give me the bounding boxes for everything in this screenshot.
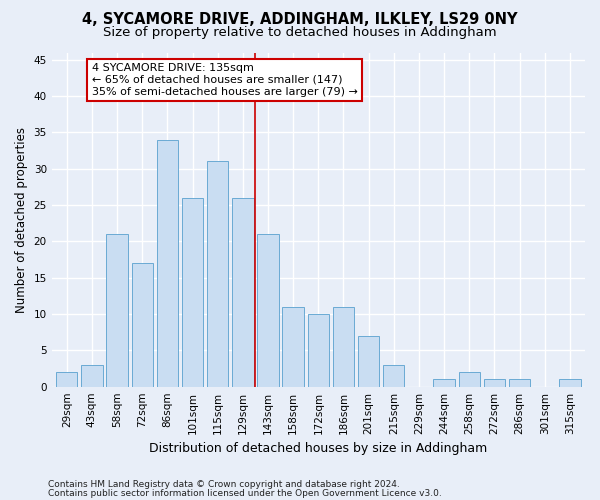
Bar <box>358 336 379 386</box>
Bar <box>207 162 229 386</box>
Text: 4 SYCAMORE DRIVE: 135sqm
← 65% of detached houses are smaller (147)
35% of semi-: 4 SYCAMORE DRIVE: 135sqm ← 65% of detach… <box>92 64 358 96</box>
Bar <box>509 380 530 386</box>
Bar <box>131 263 153 386</box>
Text: Contains public sector information licensed under the Open Government Licence v3: Contains public sector information licen… <box>48 488 442 498</box>
Bar <box>56 372 77 386</box>
Bar <box>232 198 254 386</box>
Bar <box>283 307 304 386</box>
Bar <box>433 380 455 386</box>
Bar <box>559 380 581 386</box>
Bar <box>308 314 329 386</box>
X-axis label: Distribution of detached houses by size in Addingham: Distribution of detached houses by size … <box>149 442 487 455</box>
Bar <box>106 234 128 386</box>
Bar <box>257 234 279 386</box>
Bar <box>333 307 354 386</box>
Text: Contains HM Land Registry data © Crown copyright and database right 2024.: Contains HM Land Registry data © Crown c… <box>48 480 400 489</box>
Text: Size of property relative to detached houses in Addingham: Size of property relative to detached ho… <box>103 26 497 39</box>
Bar <box>182 198 203 386</box>
Bar <box>484 380 505 386</box>
Y-axis label: Number of detached properties: Number of detached properties <box>15 126 28 312</box>
Bar <box>81 365 103 386</box>
Bar <box>383 365 404 386</box>
Bar <box>458 372 480 386</box>
Text: 4, SYCAMORE DRIVE, ADDINGHAM, ILKLEY, LS29 0NY: 4, SYCAMORE DRIVE, ADDINGHAM, ILKLEY, LS… <box>82 12 518 28</box>
Bar <box>157 140 178 386</box>
